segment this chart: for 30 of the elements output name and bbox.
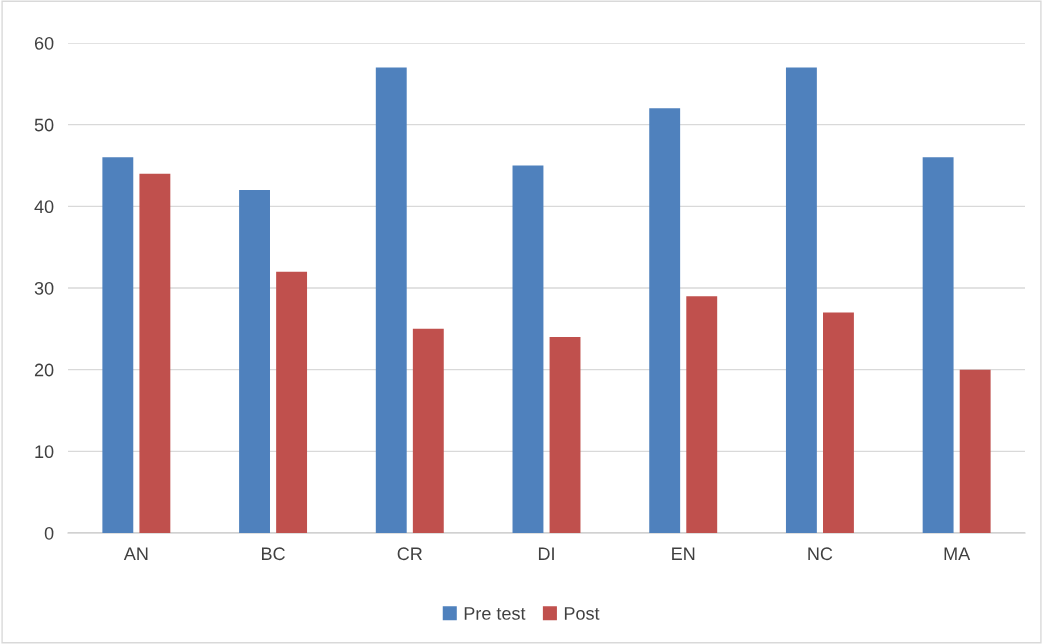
y-tick-label: 30 [34, 281, 54, 295]
x-tick-label: BC [262, 547, 285, 561]
legend-label: Pre test [464, 607, 526, 620]
x-tick-label: DI [538, 547, 554, 560]
y-tick-label: 10 [35, 445, 54, 459]
x-tick-label: NC [808, 547, 833, 561]
y-tick-label: 0 [44, 526, 54, 540]
y-tick-label: 20 [34, 363, 54, 377]
bar [276, 271, 308, 533]
x-tick-label: EN [672, 547, 695, 560]
bar [412, 328, 444, 533]
bar [686, 296, 718, 533]
x-tick-label: AN [123, 547, 148, 560]
bar [649, 108, 681, 533]
bar [922, 157, 954, 533]
bar [139, 173, 171, 533]
bar [823, 312, 854, 533]
bar [549, 337, 581, 533]
x-tick-label: CR [397, 547, 422, 561]
y-tick-label: 40 [34, 200, 54, 214]
bar [512, 165, 544, 533]
bar [785, 67, 817, 533]
x-tick-label: MA [944, 547, 971, 560]
y-tick-label: 50 [34, 118, 54, 132]
bar [375, 67, 407, 533]
y-tick-label: 60 [34, 36, 54, 50]
bar [239, 190, 270, 533]
bar [102, 157, 134, 533]
bar [959, 369, 991, 533]
legend-label: Post [564, 607, 600, 620]
